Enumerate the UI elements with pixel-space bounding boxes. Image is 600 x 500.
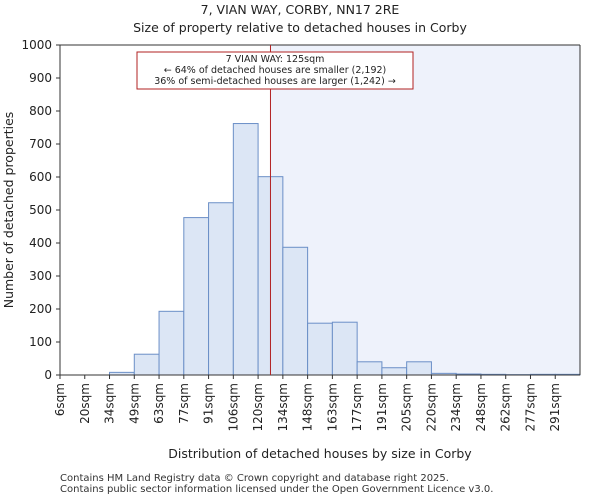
y-tick-label-700: 700 — [29, 137, 52, 151]
x-tick-label-134sqm: 134sqm — [276, 383, 290, 431]
x-tick-label-120sqm: 120sqm — [251, 383, 265, 431]
annotation-line-2: ← 64% of detached houses are smaller (2,… — [164, 65, 387, 76]
bar-63sqm — [158, 310, 185, 376]
annotation-line-3: 36% of semi-detached houses are larger (… — [154, 76, 396, 87]
y-tick-label-100: 100 — [29, 335, 52, 349]
y-tick-label-200: 200 — [29, 302, 52, 316]
x-tick-label-248sqm: 248sqm — [474, 383, 488, 431]
y-tick-label-800: 800 — [29, 104, 52, 118]
y-tick-label-400: 400 — [29, 236, 52, 250]
annotation-box — [136, 51, 414, 90]
bar-205sqm — [406, 361, 432, 376]
x-tick-label-177sqm: 177sqm — [350, 383, 364, 431]
annotation-line-1: 7 VIAN WAY: 125sqm — [226, 54, 325, 65]
x-tick-label-234sqm: 234sqm — [449, 383, 463, 431]
x-tick-label-91sqm: 91sqm — [202, 383, 216, 424]
chart-title: 7, VIAN WAY, CORBY, NN17 2RE — [200, 2, 400, 17]
bar-191sqm — [381, 367, 408, 376]
x-tick-label-205sqm: 205sqm — [400, 383, 414, 431]
bar-77sqm — [183, 217, 210, 376]
bar-106sqm — [232, 123, 259, 376]
footer-line-1: Contains HM Land Registry data © Crown c… — [60, 473, 449, 484]
x-tick-label-262sqm: 262sqm — [499, 383, 513, 431]
y-tick-label-500: 500 — [29, 203, 52, 217]
bar-177sqm — [356, 361, 383, 376]
y-axis-title: Number of detached properties — [1, 112, 16, 309]
highlight-region — [270, 45, 580, 375]
x-tick-label-49sqm: 49sqm — [127, 383, 141, 424]
x-tick-label-6sqm: 6sqm — [53, 383, 67, 416]
y-tick-label-300: 300 — [29, 269, 52, 283]
x-tick-label-291sqm: 291sqm — [548, 383, 562, 431]
x-tick-label-106sqm: 106sqm — [226, 383, 240, 431]
bar-148sqm — [307, 322, 333, 376]
x-tick-label-34sqm: 34sqm — [103, 383, 117, 424]
histogram-chart: 0 100 200 300 400 500 600 700 800 900 1000 6sqm 20sq… — [1, 38, 581, 461]
y-tick-label-1000: 1000 — [21, 38, 52, 52]
x-tick-label-148sqm: 148sqm — [301, 383, 315, 431]
y-tick-label-600: 600 — [29, 170, 52, 184]
x-tick-label-20sqm: 20sqm — [78, 383, 92, 424]
bar-163sqm — [331, 321, 358, 376]
footer-line-2: Contains public sector information licen… — [60, 484, 494, 495]
y-tick-label-0: 0 — [44, 368, 52, 382]
bar-49sqm — [133, 353, 160, 376]
y-tick-label-900: 900 — [29, 71, 52, 85]
chart-subtitle: Size of property relative to detached ho… — [133, 20, 467, 35]
bar-134sqm — [282, 246, 309, 376]
x-tick-label-77sqm: 77sqm — [177, 383, 191, 424]
x-tick-label-277sqm: 277sqm — [523, 383, 537, 431]
x-tick-label-191sqm: 191sqm — [375, 383, 389, 431]
x-tick-label-220sqm: 220sqm — [424, 383, 438, 431]
bar-91sqm — [208, 202, 234, 376]
x-tick-label-63sqm: 63sqm — [152, 383, 166, 424]
x-axis-title: Distribution of detached houses by size … — [168, 446, 472, 461]
x-tick-label-163sqm: 163sqm — [325, 383, 339, 431]
